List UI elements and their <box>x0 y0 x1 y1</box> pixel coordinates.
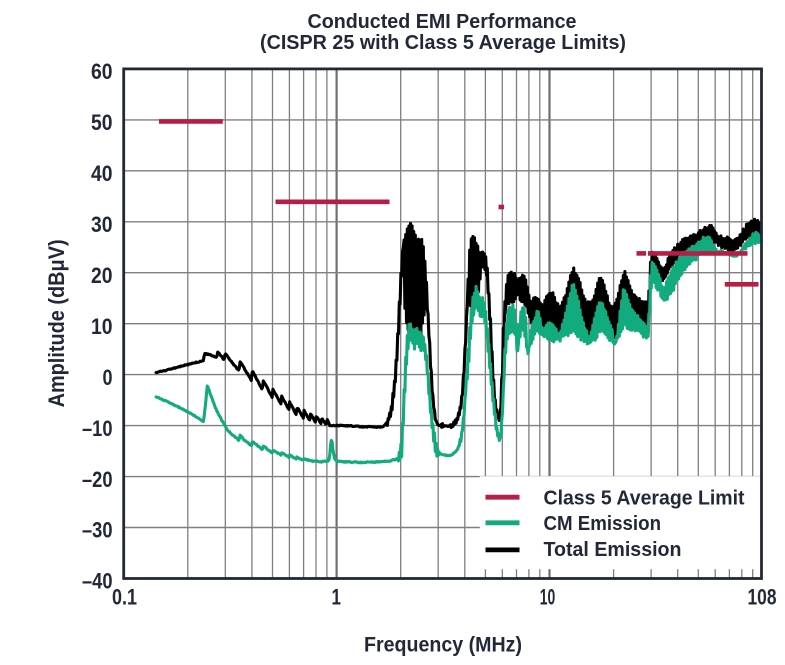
svg-text:30: 30 <box>91 212 113 237</box>
svg-text:0.1: 0.1 <box>112 585 137 610</box>
svg-text:60: 60 <box>91 59 113 84</box>
svg-text:Frequency (MHz): Frequency (MHz) <box>364 633 522 657</box>
svg-text:50: 50 <box>91 110 113 135</box>
svg-text:Conducted EMI Performance: Conducted EMI Performance <box>308 11 577 33</box>
svg-text:108: 108 <box>748 585 777 610</box>
svg-text:Class 5 Average Limit: Class 5 Average Limit <box>544 487 745 509</box>
svg-text:10: 10 <box>91 314 113 339</box>
svg-text:–30: –30 <box>82 518 113 543</box>
svg-text:10: 10 <box>540 585 556 610</box>
svg-text:0: 0 <box>103 365 113 390</box>
svg-text:40: 40 <box>91 161 113 186</box>
svg-text:–40: –40 <box>82 569 113 594</box>
svg-text:(CISPR 25 with Class 5 Average: (CISPR 25 with Class 5 Average Limits) <box>260 32 626 54</box>
svg-text:–20: –20 <box>82 467 113 492</box>
svg-text:1: 1 <box>332 585 342 610</box>
svg-text:CM Emission: CM Emission <box>544 513 662 535</box>
svg-text:20: 20 <box>91 263 113 288</box>
svg-text:Total Emission: Total Emission <box>544 539 682 561</box>
svg-text:–10: –10 <box>82 416 113 441</box>
svg-text:Amplitude (dBμV): Amplitude (dBμV) <box>44 239 69 407</box>
